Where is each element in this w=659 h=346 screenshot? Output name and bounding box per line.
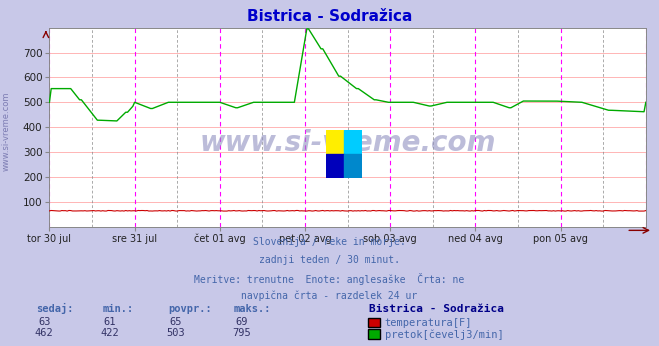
Text: 422: 422 — [101, 328, 119, 338]
Text: Bistrica - Sodražica: Bistrica - Sodražica — [247, 9, 412, 24]
Text: Slovenija / reke in morje.: Slovenija / reke in morje. — [253, 237, 406, 247]
Bar — [344, 154, 362, 178]
Text: sedaj:: sedaj: — [36, 303, 74, 314]
Text: povpr.:: povpr.: — [168, 304, 212, 314]
Text: temperatura[F]: temperatura[F] — [385, 318, 473, 328]
Text: pretok[čevelj3/min]: pretok[čevelj3/min] — [385, 330, 503, 340]
Text: maks.:: maks.: — [234, 304, 272, 314]
Text: 65: 65 — [170, 317, 182, 327]
Text: 69: 69 — [236, 317, 248, 327]
Text: 61: 61 — [104, 317, 116, 327]
Text: www.si-vreme.com: www.si-vreme.com — [200, 129, 496, 157]
Bar — [326, 130, 344, 154]
Text: 795: 795 — [233, 328, 251, 338]
Text: 462: 462 — [35, 328, 53, 338]
Bar — [344, 130, 362, 154]
Text: navpična črta - razdelek 24 ur: navpična črta - razdelek 24 ur — [241, 291, 418, 301]
Text: 63: 63 — [38, 317, 50, 327]
Bar — [326, 154, 344, 178]
Text: Meritve: trenutne  Enote: anglesaške  Črta: ne: Meritve: trenutne Enote: anglesaške Črta… — [194, 273, 465, 285]
Text: min.:: min.: — [102, 304, 133, 314]
Text: www.si-vreme.com: www.si-vreme.com — [2, 92, 11, 171]
Text: 503: 503 — [167, 328, 185, 338]
Text: zadnji teden / 30 minut.: zadnji teden / 30 minut. — [259, 255, 400, 265]
Text: Bistrica - Sodražica: Bistrica - Sodražica — [369, 304, 504, 314]
